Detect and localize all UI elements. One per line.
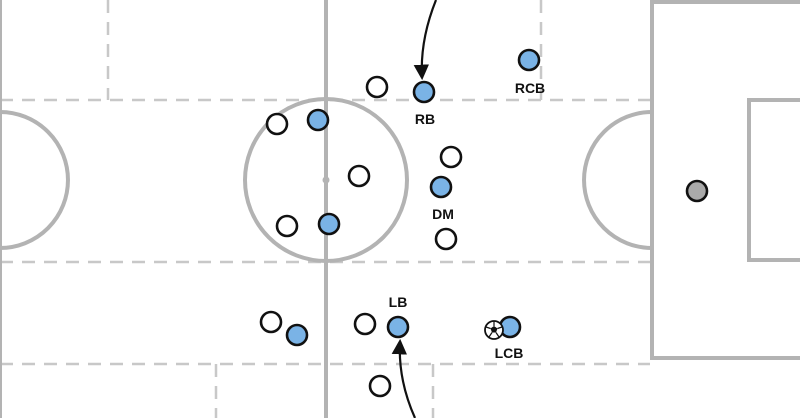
attacker-marker <box>285 323 309 347</box>
attacking-players <box>285 48 541 347</box>
penalty-arc <box>582 110 653 250</box>
label-dm: DM <box>432 206 454 222</box>
defender-marker <box>365 75 389 99</box>
movement-arrow-icon <box>391 338 417 418</box>
defender-marker <box>265 112 289 136</box>
defender-marker <box>353 312 377 336</box>
defender-marker <box>259 310 283 334</box>
defender-marker <box>434 227 458 251</box>
player-rb <box>412 80 436 104</box>
left-penalty-arc <box>0 110 70 250</box>
attacker-marker <box>306 108 330 132</box>
centre-spot <box>322 176 330 184</box>
defender-marker <box>368 374 392 398</box>
soccer-ball-icon <box>484 320 504 340</box>
player-dm <box>429 175 453 199</box>
defending-players <box>259 75 463 398</box>
centre-circle <box>243 97 409 263</box>
label-lb: LB <box>389 294 408 310</box>
penalty-box <box>650 0 800 360</box>
zone-lines <box>0 0 650 418</box>
player-lb <box>386 315 410 339</box>
goal-area <box>747 98 800 262</box>
goalkeeper-marker <box>685 179 709 203</box>
attacker-marker <box>317 212 341 236</box>
movement-arrow-icon <box>413 0 438 81</box>
defender-marker <box>275 214 299 238</box>
label-rb: RB <box>415 111 435 127</box>
label-lcb: LCB <box>495 345 524 361</box>
defender-marker <box>439 145 463 169</box>
defender-marker <box>347 164 371 188</box>
label-rcb: RCB <box>515 80 545 96</box>
player-rcb <box>517 48 541 72</box>
